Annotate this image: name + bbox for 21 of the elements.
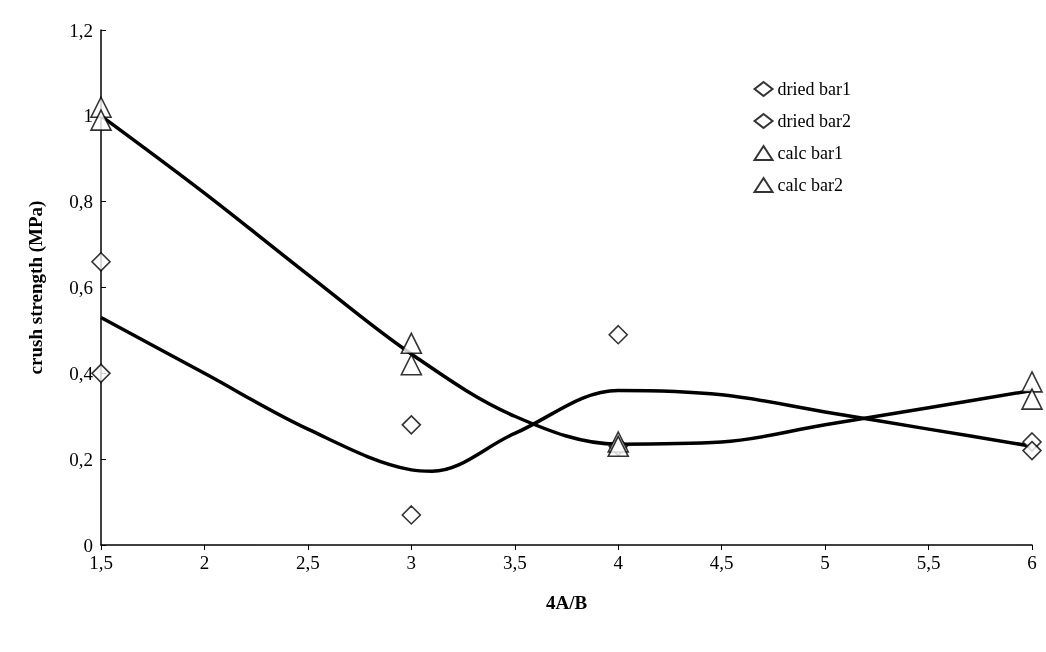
legend-label: calc bar2	[777, 175, 843, 195]
x-tick-label: 2,5	[296, 552, 320, 573]
y-tick-label: 1	[83, 105, 93, 127]
y-tick-label: 0,4	[69, 362, 94, 384]
x-tick-label: 5,5	[916, 552, 941, 573]
legend-label: dried bar1	[777, 79, 851, 99]
y-axis-title: crush strength (MPa)	[25, 200, 47, 375]
x-tick-label: 4,5	[709, 552, 734, 573]
x-tick-label: 3	[406, 552, 417, 573]
y-tick-label: 0,8	[69, 191, 93, 213]
y-tick-label: 0,6	[69, 277, 93, 298]
y-tick-label: 1,2	[69, 19, 93, 41]
x-tick-label: 3,5	[502, 552, 527, 573]
x-tick-label: 2	[199, 552, 210, 573]
x-axis-title: 4A/B	[545, 592, 588, 613]
x-tick-label: 4	[613, 552, 624, 573]
legend-label: dried bar2	[777, 111, 851, 131]
x-tick-label: 5	[820, 552, 830, 573]
x-tick-label: 6	[1027, 552, 1037, 573]
legend-label: calc bar1	[777, 143, 843, 163]
y-tick-label: 0,2	[69, 448, 93, 470]
